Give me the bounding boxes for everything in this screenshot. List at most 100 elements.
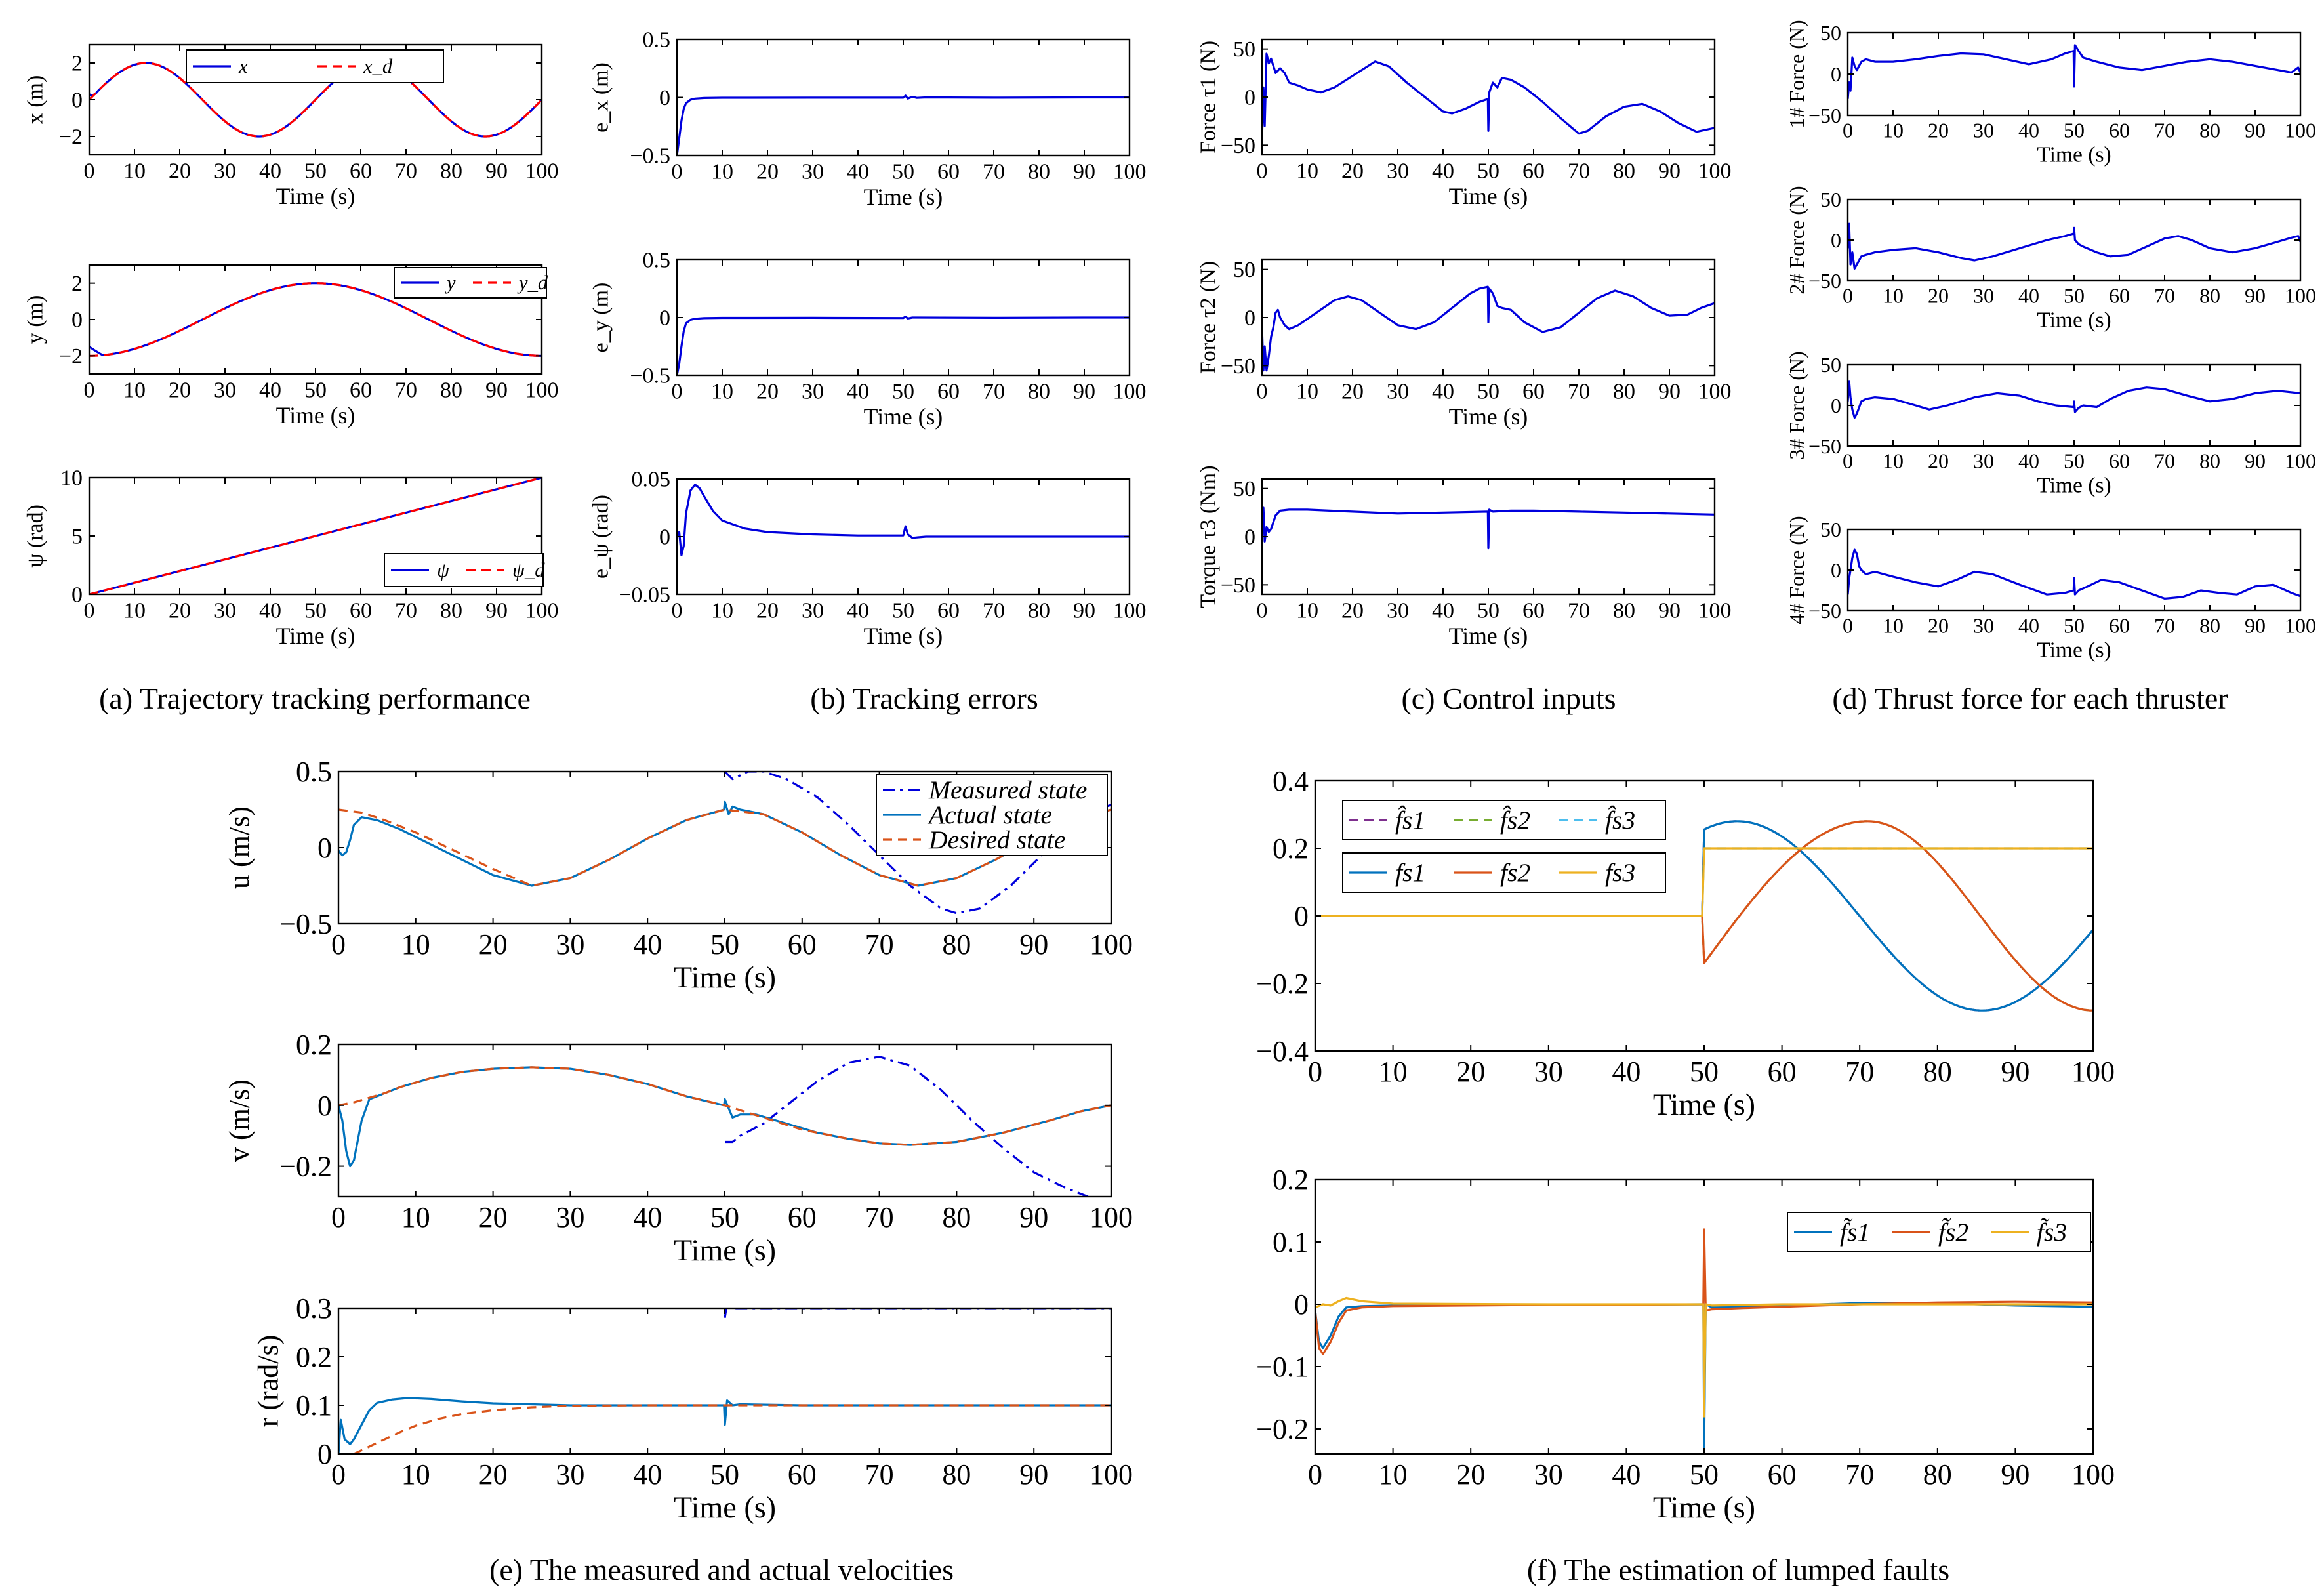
x-tick-label: 30: [1973, 449, 1994, 473]
x-axis-label: Time (s): [864, 403, 943, 430]
x-tick-label: 30: [1387, 599, 1409, 623]
x-tick-label: 10: [123, 599, 146, 623]
x-tick-label: 100: [1090, 1201, 1133, 1233]
x-tick-label: 80: [2199, 119, 2220, 142]
legend-label: fs2: [1500, 858, 1530, 887]
x-tick-label: 70: [865, 928, 894, 960]
y-tick-label: 0: [1294, 1289, 1309, 1321]
y-tick-label: 0.3: [296, 1292, 332, 1325]
x-tick-label: 70: [1845, 1056, 1874, 1088]
series-line-τ3: [1262, 506, 1715, 550]
y-tick-label: 0: [1244, 306, 1255, 331]
y-axis-label: e_ψ (rad): [589, 495, 613, 579]
series-line-ψ_d: [89, 478, 542, 594]
x-tick-label: 0: [1843, 614, 1853, 638]
x-tick-label: 40: [1432, 159, 1454, 184]
x-tick-label: 10: [1296, 380, 1318, 404]
caption-a: (a) Trajectory tracking performance: [99, 682, 531, 715]
legend-label: f̂s1: [1395, 805, 1425, 835]
x-tick-label: 100: [1113, 599, 1147, 623]
series-group: [89, 478, 542, 594]
x-tick-label: 50: [304, 159, 327, 184]
x-tick-label: 40: [2018, 449, 2039, 473]
x-tick-label: 0: [672, 599, 683, 623]
legend-box: [1342, 800, 1666, 840]
x-axis-label: Time (s): [276, 183, 356, 209]
legend-label: Actual state: [927, 800, 1052, 829]
caption-f: (f) The estimation of lumped faults: [1527, 1553, 1949, 1586]
x-tick-label: 40: [847, 380, 869, 404]
x-tick-label: 30: [1534, 1458, 1563, 1491]
x-tick-label: 20: [756, 380, 779, 404]
y-tick-label: 0: [1244, 86, 1255, 110]
x-tick-label: 100: [1698, 159, 1732, 184]
x-tick-label: 10: [711, 380, 733, 404]
x-tick-label: 90: [1658, 599, 1681, 623]
x-tick-label: 0: [331, 1458, 346, 1491]
y-tick-label: 0: [1831, 62, 1841, 86]
chart-f1: 0 10 20 30 40 50 60 70 80 90 100 −0.4 −0.2 0 0.2 0.4 Tim…: [1256, 765, 2115, 1121]
x-tick-label: 70: [395, 379, 417, 403]
x-tick-label: 0: [1843, 284, 1853, 308]
series-group: [677, 94, 1130, 155]
x-tick-label: 30: [556, 1201, 584, 1233]
x-tick-label: 40: [847, 160, 869, 184]
y-tick-label: 50: [1820, 21, 1841, 45]
x-tick-label: 60: [937, 160, 960, 184]
x-tick-label: 20: [1456, 1056, 1485, 1088]
x-tick-label: 70: [865, 1201, 894, 1233]
x-tick-label: 50: [1690, 1458, 1719, 1491]
y-tick-label: −50: [1221, 573, 1255, 598]
series-line-Actual state: [338, 1397, 1111, 1454]
series-line-3#: [1848, 380, 2300, 419]
legend: ψ ψ_d: [384, 553, 545, 587]
x-tick-label: 80: [942, 1458, 971, 1491]
series-group: [338, 1056, 1111, 1197]
y-tick-label: −50: [1808, 599, 1841, 623]
x-tick-label: 50: [892, 160, 914, 184]
x-tick-label: 30: [802, 380, 824, 404]
x-tick-label: 90: [2001, 1056, 2029, 1088]
series-line-y_d: [89, 282, 542, 357]
x-tick-label: 0: [84, 379, 95, 403]
x-tick-label: 30: [214, 599, 236, 623]
y-tick-label: 50: [1233, 258, 1255, 282]
x-tick-label: 20: [169, 159, 191, 184]
x-tick-label: 100: [525, 599, 559, 623]
x-tick-label: 60: [1522, 599, 1545, 623]
legend-box: [1787, 1212, 2091, 1252]
y-tick-label: −0.2: [1256, 1413, 1309, 1445]
y-tick-label: 0: [71, 583, 83, 608]
series-line-τ2: [1262, 285, 1715, 372]
x-tick-label: 60: [2109, 449, 2130, 473]
legend-label: ψ: [437, 559, 450, 581]
x-axis-label: Time (s): [1653, 1491, 1755, 1524]
x-tick-label: 40: [259, 599, 281, 623]
x-tick-label: 90: [1019, 1201, 1048, 1233]
x-tick-label: 30: [214, 159, 236, 184]
series-group: [1848, 44, 2300, 99]
x-tick-label: 20: [1928, 449, 1949, 473]
x-tick-label: 100: [1113, 380, 1147, 404]
x-tick-label: 80: [942, 928, 971, 960]
x-tick-label: 20: [1341, 599, 1364, 623]
legend-box: [384, 553, 544, 587]
series-line-Measured state: [725, 1056, 1089, 1197]
series-line-e_y: [677, 316, 1130, 375]
x-tick-label: 100: [1698, 599, 1732, 623]
series-line-x_d: [89, 62, 542, 138]
x-tick-label: 10: [1883, 284, 1904, 308]
x-tick-label: 80: [440, 599, 462, 623]
x-tick-label: 40: [633, 1458, 662, 1491]
series-line-τ1: [1262, 52, 1715, 141]
x-tick-label: 50: [2064, 119, 2085, 142]
chart-f2: 0 10 20 30 40 50 60 70 80 90 100 −0.2 −0.1 0 0.1 0.2 Tim…: [1256, 1164, 2115, 1524]
x-tick-label: 50: [304, 379, 327, 403]
x-tick-label: 10: [123, 379, 146, 403]
